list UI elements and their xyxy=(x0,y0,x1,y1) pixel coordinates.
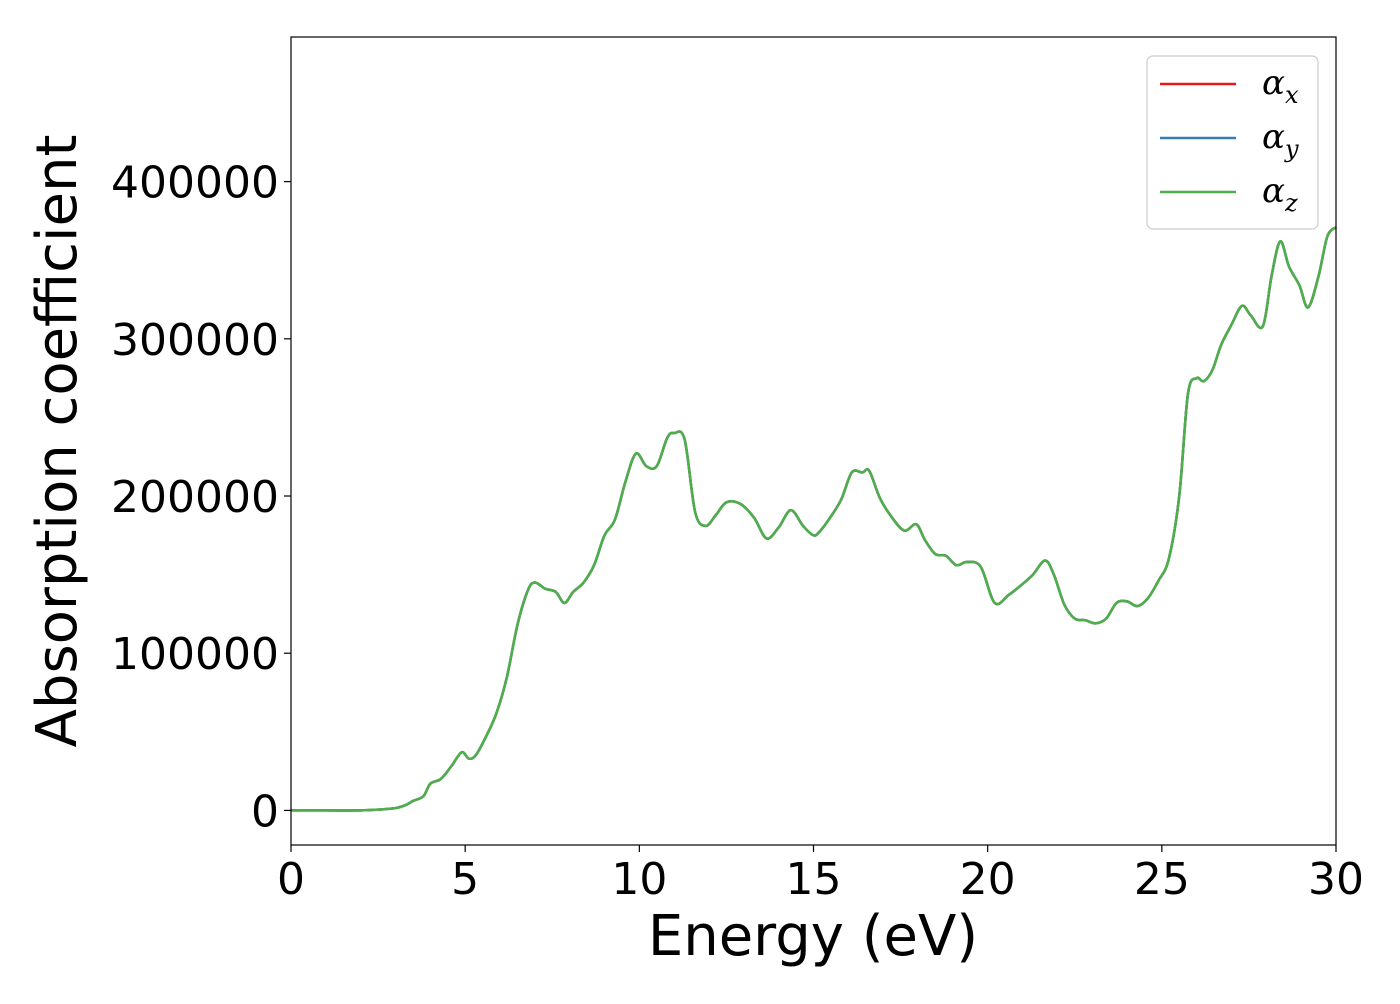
y-tick-label: 400000 xyxy=(111,158,279,209)
x-tick-label: 5 xyxy=(451,854,479,905)
legend-label-sub: y xyxy=(1284,135,1299,163)
legend-label-x: αx xyxy=(1262,63,1299,109)
x-tick-label: 10 xyxy=(611,854,667,905)
legend-label-main: α xyxy=(1262,117,1285,157)
legend-box xyxy=(1146,55,1319,230)
series-line-z xyxy=(291,226,1337,812)
x-axis-title: Energy (eV) xyxy=(648,904,978,969)
y-tick-label: 0 xyxy=(251,786,279,837)
y-tick-label: 300000 xyxy=(111,315,279,366)
y-axis-title: Absorption coefficient xyxy=(25,135,90,748)
legend-label-z: αz xyxy=(1262,171,1298,217)
x-tick-label: 0 xyxy=(277,854,305,905)
series-layer xyxy=(291,226,1337,812)
y-tick-label: 200000 xyxy=(111,472,279,523)
y-tick-label: 100000 xyxy=(111,629,279,680)
legend-label-y: αy xyxy=(1262,117,1299,163)
x-axis-ticks: 0 5 10 15 20 25 30 xyxy=(277,845,1364,905)
x-tick-label: 25 xyxy=(1134,854,1190,905)
x-tick-label: 30 xyxy=(1308,854,1364,905)
x-tick-label: 20 xyxy=(960,854,1016,905)
legend-label-sub: z xyxy=(1284,189,1298,217)
legend-label-main: α xyxy=(1262,171,1285,211)
x-tick-label: 15 xyxy=(786,854,842,905)
y-axis-ticks: 0 100000 200000 300000 400000 xyxy=(111,158,291,837)
legend-label-main: α xyxy=(1262,63,1285,103)
legend-label-sub: x xyxy=(1285,81,1299,109)
